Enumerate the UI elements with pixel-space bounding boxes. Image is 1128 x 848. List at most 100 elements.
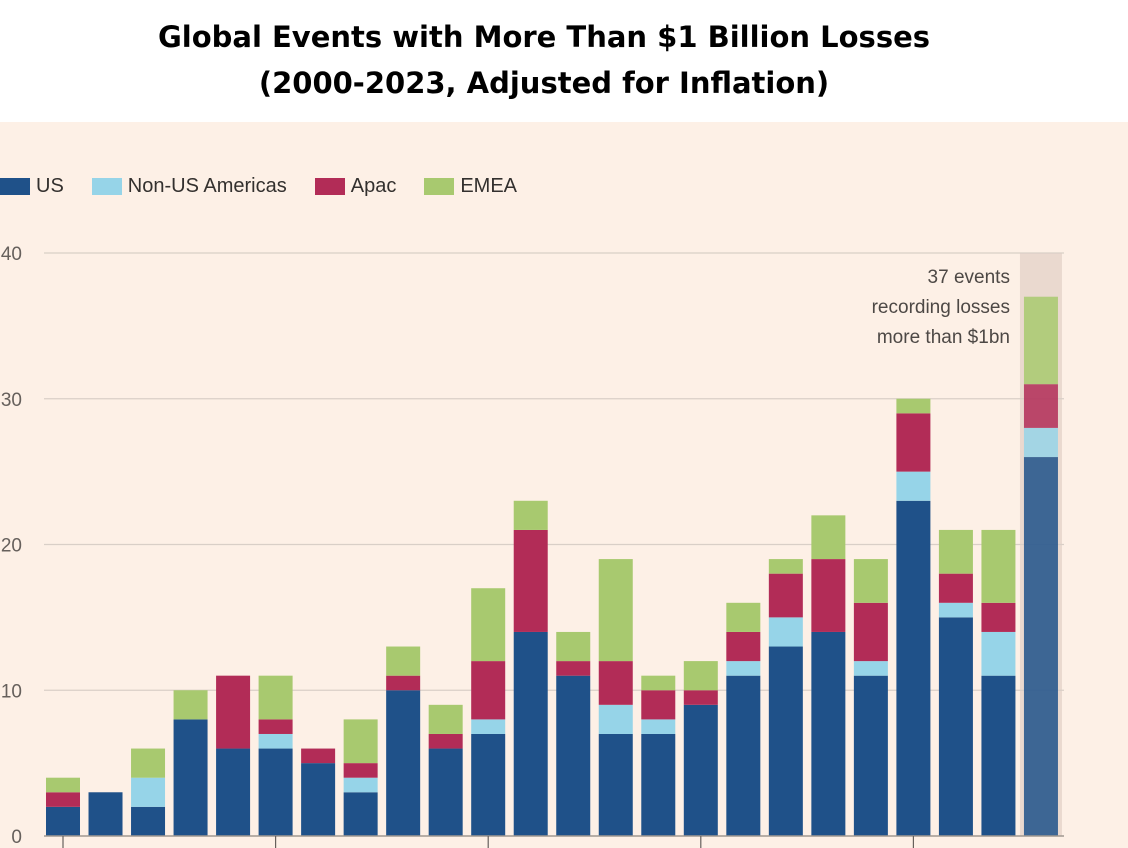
bar-segment-non-us-americas xyxy=(258,733,293,749)
bar-segment-emea xyxy=(726,602,761,632)
bar-segment-non-us-americas xyxy=(981,631,1016,676)
bar-segment-emea xyxy=(938,529,973,574)
bar-segment-emea xyxy=(598,559,633,662)
chart-title-line-2: (2000-2023, Adjusted for Inflation) xyxy=(258,66,830,100)
bar-segment-emea xyxy=(131,748,166,778)
legend-item-us: US xyxy=(0,175,64,198)
bar-segment-apac xyxy=(513,529,548,632)
bar-segment-us xyxy=(46,806,80,836)
legend-label-emea: EMEA xyxy=(460,174,518,197)
y-tick-label: 20 xyxy=(1,536,22,557)
bar-segment-non-us-americas xyxy=(1023,427,1058,458)
bar-segment-non-us-americas xyxy=(938,602,973,618)
bar-segment-us xyxy=(811,631,846,836)
bar-segment-us xyxy=(131,806,166,836)
bar-segment-us xyxy=(556,675,591,836)
bar-segment-non-us-americas xyxy=(471,719,506,734)
y-tick-label: 40 xyxy=(1,244,22,265)
bar-segment-us xyxy=(1023,457,1058,836)
legend-item-apac: Apac xyxy=(314,174,397,198)
bar-segment-us xyxy=(641,733,676,836)
bar-segment-non-us-americas xyxy=(598,704,633,734)
legend-item-non-us-americas: Non-US Americas xyxy=(91,174,287,198)
bar-segment-emea xyxy=(556,631,591,662)
y-tick-label: 30 xyxy=(1,390,22,411)
y-tick-label: 0 xyxy=(11,827,22,848)
bar-segment-apac xyxy=(938,573,973,603)
bar-segment-us xyxy=(428,748,463,836)
bar-segment-emea xyxy=(896,398,931,414)
bar-segment-apac xyxy=(726,631,761,662)
bar-segment-us xyxy=(216,748,251,836)
legend-swatch-us xyxy=(0,177,30,195)
bar-segment-apac xyxy=(896,413,931,472)
bar-segment-us xyxy=(853,675,888,836)
bar-segment-emea xyxy=(386,646,421,676)
bar-segment-us xyxy=(896,500,931,836)
bar-segment-emea xyxy=(428,704,463,734)
legend-swatch-apac xyxy=(314,177,345,195)
annotation-line: recording losses xyxy=(872,297,1010,318)
bar-segment-emea xyxy=(46,777,80,793)
bar-segment-us xyxy=(598,733,633,836)
bar-segment-non-us-americas xyxy=(768,617,803,647)
chart-legend: US Non-US Americas Apac EMEA xyxy=(0,172,545,200)
bar-segment-apac xyxy=(386,675,421,691)
bar-segment-apac xyxy=(258,719,293,734)
bar-segment-us xyxy=(88,792,123,836)
bar-segment-non-us-americas xyxy=(641,719,676,734)
bar-segment-apac xyxy=(1023,384,1058,428)
legend-label-us: US xyxy=(36,174,64,197)
bar-segment-non-us-americas xyxy=(131,777,166,807)
bar-segment-apac xyxy=(216,675,251,749)
legend-label-apac: Apac xyxy=(350,174,397,197)
bar-segment-us xyxy=(726,675,761,836)
bar-segment-us xyxy=(343,792,378,836)
bar-segment-us xyxy=(471,733,506,836)
bar-segment-us xyxy=(386,690,421,836)
chart-title: Global Events with More Than $1 Billion … xyxy=(0,14,1088,106)
bar-segment-non-us-americas xyxy=(853,661,888,676)
bar-segment-us xyxy=(301,763,336,836)
bar-segment-emea xyxy=(343,719,378,764)
bar-segment-us xyxy=(683,704,718,836)
bar-segment-us xyxy=(258,748,293,836)
bar-segment-apac xyxy=(471,661,506,720)
annotation-line: 37 events xyxy=(928,267,1010,288)
legend-swatch-emea xyxy=(424,177,455,195)
bar-segment-us xyxy=(938,617,973,836)
bar-segment-apac xyxy=(598,661,633,705)
bar-segment-us xyxy=(513,631,548,836)
legend-item-emea: EMEA xyxy=(424,175,517,198)
bar-segment-apac xyxy=(46,792,80,807)
chart-title-line-1: Global Events with More Than $1 Billion … xyxy=(157,20,931,54)
bar-segment-apac xyxy=(853,602,888,662)
bar-segment-apac xyxy=(683,690,718,705)
y-tick-label: 10 xyxy=(1,681,22,702)
legend-label-non-us-americas: Non-US Americas xyxy=(127,174,287,197)
bar-segment-emea xyxy=(811,515,846,560)
bar-segment-emea xyxy=(981,529,1016,603)
bar-segment-emea xyxy=(768,559,803,574)
bar-segment-emea xyxy=(173,690,208,720)
bar-segment-emea xyxy=(853,559,888,603)
bar-segment-us xyxy=(981,675,1016,836)
annotation-line: more than $1bn xyxy=(877,327,1010,348)
bar-segment-apac xyxy=(343,763,378,778)
bar-segment-apac xyxy=(428,733,463,749)
bar-segment-apac xyxy=(811,559,846,632)
bar-segment-emea xyxy=(513,500,548,530)
bar-segment-non-us-americas xyxy=(343,777,378,793)
bar-segment-apac xyxy=(981,602,1016,632)
bar-segment-non-us-americas xyxy=(726,661,761,676)
bar-segment-emea xyxy=(471,588,506,662)
bar-segment-us xyxy=(173,719,208,836)
bar-segment-emea xyxy=(683,661,718,691)
bar-segment-apac xyxy=(556,661,591,676)
bar-segment-apac xyxy=(768,573,803,618)
bar-segment-us xyxy=(768,646,803,836)
bar-segment-non-us-americas xyxy=(896,471,931,501)
bar-segment-apac xyxy=(641,690,676,720)
bar-segment-emea xyxy=(258,675,293,720)
